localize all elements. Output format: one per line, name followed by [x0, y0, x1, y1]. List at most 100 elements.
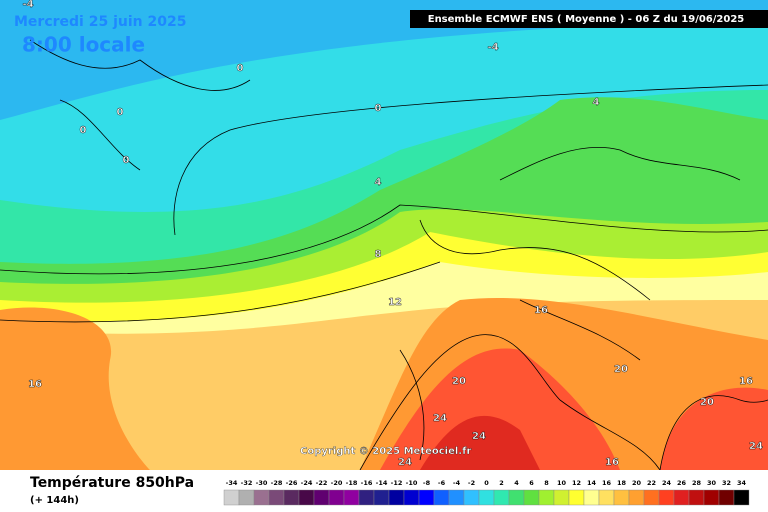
legend-swatch [508, 489, 525, 506]
contour-label: 24 [472, 431, 486, 442]
footer-title: Température 850hPa [30, 475, 194, 491]
legend-swatch [553, 489, 570, 506]
legend-tick-label: -8 [423, 479, 431, 487]
model-label: Ensemble ECMWF ENS ( Moyenne ) - 06 Z du… [428, 14, 745, 25]
legend-tick-label: 6 [529, 479, 534, 487]
legend-tick-label: 0 [484, 479, 489, 487]
legend-tick-label: -26 [286, 479, 298, 487]
footer-subtitle: (+ 144h) [30, 495, 79, 506]
contour-label: 4 [593, 97, 600, 108]
legend-swatch [283, 489, 300, 506]
legend-tick-label: -16 [361, 479, 373, 487]
contour-label: 24 [398, 457, 412, 468]
legend-swatch [448, 489, 465, 506]
contours [0, 39, 768, 471]
legend-tick-label: 30 [707, 479, 717, 487]
legend-swatch [268, 489, 285, 506]
contour-label: 0 [123, 155, 130, 166]
legend-swatch [313, 489, 330, 506]
contour-label: 0 [80, 125, 87, 136]
legend-swatch [718, 489, 735, 506]
legend-tick-label: -34 [226, 479, 238, 487]
legend-swatch [628, 489, 645, 506]
legend-tick-label: -10 [406, 479, 418, 487]
legend-swatch [463, 489, 480, 506]
legend-tick-label: 10 [557, 479, 567, 487]
legend-swatch [673, 489, 690, 506]
legend-tick-label: 2 [499, 479, 504, 487]
legend-swatch [538, 489, 555, 506]
legend-swatch [568, 489, 585, 506]
legend-swatch [358, 489, 375, 506]
legend-tick-label: -20 [331, 479, 343, 487]
contour-label: 20 [614, 364, 628, 375]
legend-swatch [253, 489, 270, 506]
contour-label: 16 [739, 376, 753, 387]
contour-label: 0 [375, 103, 382, 114]
legend-swatch [328, 489, 345, 506]
legend-swatch [493, 489, 510, 506]
time-label: 8:00 locale [22, 33, 145, 57]
legend-tick-label: 32 [722, 479, 731, 487]
legend-tick-label: 24 [662, 479, 672, 487]
legend-swatch [733, 489, 750, 506]
copyright: Copyright © 2025 Meteociel.fr [300, 446, 471, 457]
legend-swatch [478, 489, 495, 506]
legend-tick-label: 18 [617, 479, 627, 487]
legend-tick-label: 12 [572, 479, 581, 487]
legend-tick-label: -32 [241, 479, 253, 487]
legend-tick-label: 4 [514, 479, 519, 487]
contour-label: 0 [237, 63, 244, 74]
legend-tick-label: -24 [301, 479, 313, 487]
legend-swatch [703, 489, 720, 506]
legend-swatch [523, 489, 540, 506]
contour-label: 4 [375, 177, 382, 188]
legend-tick-label: -28 [271, 479, 283, 487]
legend-tick-label: -12 [391, 479, 403, 487]
legend-tick-label: 8 [544, 479, 549, 487]
contour-label: 24 [749, 441, 763, 452]
legend-tick-label: 16 [602, 479, 612, 487]
legend-swatch [223, 489, 240, 506]
legend-swatch [373, 489, 390, 506]
contour-label: 20 [700, 397, 714, 408]
legend-swatch [403, 489, 420, 506]
model-banner [410, 10, 768, 28]
contour-label: 24 [433, 413, 447, 424]
legend-swatch [298, 489, 315, 506]
legend-tick-label: -6 [438, 479, 446, 487]
legend-swatch [613, 489, 630, 506]
legend-tick-label: 28 [692, 479, 702, 487]
contour-label: 16 [605, 457, 619, 468]
contour-label: -4 [22, 0, 33, 10]
contour-label: 20 [452, 376, 466, 387]
legend-tick-label: -30 [256, 479, 268, 487]
map-fields [0, 0, 768, 471]
legend-swatch [658, 489, 675, 506]
contour-label: 16 [28, 379, 42, 390]
legend-tick-label: 14 [587, 479, 597, 487]
contour-label: 16 [534, 305, 548, 316]
contour-label: 12 [388, 297, 402, 308]
contour-label: 8 [375, 249, 382, 260]
legend-swatch [238, 489, 255, 506]
legend-tick-label: -22 [316, 479, 328, 487]
legend-tick-label: 34 [737, 479, 747, 487]
legend-tick-label: -4 [453, 479, 461, 487]
legend-swatch [583, 489, 600, 506]
legend-swatch [418, 489, 435, 506]
date-label: Mercredi 25 juin 2025 [14, 14, 186, 30]
legend-tick-label: 20 [632, 479, 642, 487]
contour-label: 0 [117, 107, 124, 118]
legend-swatch [388, 489, 405, 506]
legend-swatch [433, 489, 450, 506]
legend-tick-label: -14 [376, 479, 388, 487]
legend-tick-label: 22 [647, 479, 656, 487]
legend-swatch [643, 489, 660, 506]
legend-tick-label: 26 [677, 479, 687, 487]
legend-swatch [598, 489, 615, 506]
contour-label: -4 [487, 42, 498, 53]
legend-swatch [688, 489, 705, 506]
legend-swatch [343, 489, 360, 506]
